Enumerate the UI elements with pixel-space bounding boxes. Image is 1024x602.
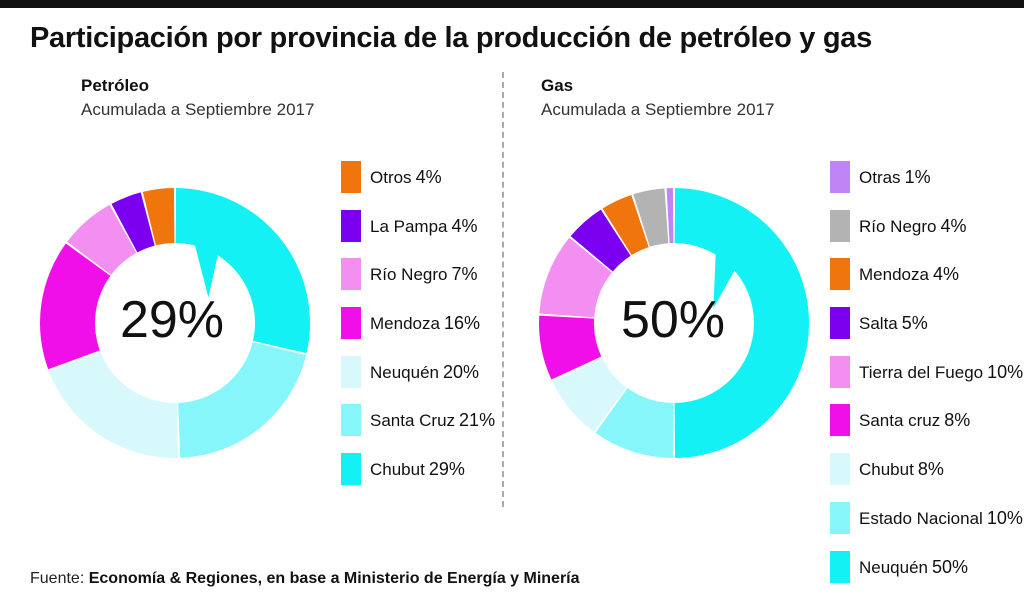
gas-legend-label: Santa cruz 8% xyxy=(859,410,970,431)
gas-slice-estado-nacional xyxy=(595,388,674,458)
gas-legend-label: Salta 5% xyxy=(859,313,928,334)
petroleo-legend-percent: 16% xyxy=(443,313,480,334)
gas-legend-swatch xyxy=(830,453,850,486)
petroleo-legend-swatch xyxy=(341,307,361,340)
petroleo-legend-label: Santa Cruz 21% xyxy=(370,410,495,431)
gas-legend-name: Santa cruz xyxy=(859,411,941,431)
petroleo-legend-label: Neuquén 20% xyxy=(370,362,479,383)
gas-legend-name: Mendoza xyxy=(859,265,929,285)
gas-heading: Gas xyxy=(541,76,574,95)
page-title: Participación por provincia de la produc… xyxy=(30,22,872,54)
source-prefix: Fuente: xyxy=(30,570,85,587)
gas-legend-swatch xyxy=(830,258,850,291)
gas-slice-santa-cruz xyxy=(539,315,602,380)
gas-legend-percent: 4% xyxy=(932,264,959,285)
petroleo-header: Petróleo Acumulada a Septiembre 2017 xyxy=(81,75,314,121)
petroleo-legend-percent: 7% xyxy=(451,264,478,285)
petroleo-slice-otros xyxy=(142,188,175,246)
petroleo-legend-percent: 4% xyxy=(415,167,442,187)
gas-legend-name: Estado Nacional xyxy=(859,508,983,528)
petroleo-slice-santa-cruz xyxy=(178,342,307,458)
petroleo-legend-percent: 20% xyxy=(443,361,480,382)
gas-legend-percent: 10% xyxy=(986,507,1023,528)
petroleo-subtitle: Acumulada a Septiembre 2017 xyxy=(81,100,315,119)
petroleo-legend-swatch xyxy=(341,258,361,291)
gas-legend-label: Otras 1% xyxy=(859,167,931,188)
petroleo-legend-swatch xyxy=(341,453,361,486)
petroleo-legend-name: Santa Cruz xyxy=(370,411,456,431)
panel-divider xyxy=(502,72,504,507)
gas-legend-swatch xyxy=(830,307,850,340)
petroleo-legend-label: Mendoza 16% xyxy=(370,313,480,334)
gas-slice-tierra-del-fuego xyxy=(539,237,612,318)
gas-legend-swatch xyxy=(830,355,850,388)
petroleo-legend-name: Otros xyxy=(370,168,412,187)
gas-slice-salta xyxy=(570,209,631,272)
petroleo-pointer-wedge xyxy=(194,243,219,298)
gas-legend-percent: 1% xyxy=(904,167,931,187)
gas-legend-label: Chubut 8% xyxy=(859,459,944,480)
source-text: Economía & Regiones, en base a Ministeri… xyxy=(88,570,580,587)
petroleo-legend-swatch xyxy=(341,161,361,193)
petroleo-legend-label: Río Negro 7% xyxy=(370,264,478,285)
gas-legend-percent: 50% xyxy=(932,556,969,577)
gas-legend-name: Neuquén xyxy=(859,557,929,577)
gas-slice-rio-negro xyxy=(633,188,669,247)
gas-legend-swatch xyxy=(830,404,850,437)
petroleo-legend-swatch xyxy=(341,404,361,437)
gas-legend-swatch xyxy=(830,209,850,242)
gas-slice-neuquen xyxy=(674,188,810,458)
gas-legend-name: Tierra del Fuego xyxy=(859,362,984,382)
petroleo-legend-name: La Pampa xyxy=(370,216,448,236)
gas-legend-percent: 8% xyxy=(944,410,971,431)
gas-header: Gas Acumulada a Septiembre 2017 xyxy=(541,75,774,121)
gas-legend-label: Estado Nacional 10% xyxy=(859,508,1023,529)
petroleo-legend-percent: 21% xyxy=(459,410,496,431)
petroleo-slice-chubut xyxy=(175,188,310,354)
petroleo-legend-swatch xyxy=(341,355,361,388)
gas-donut-chart xyxy=(539,188,810,458)
gas-legend-name: Río Negro xyxy=(859,216,937,236)
gas-legend-label: Río Negro 4% xyxy=(859,216,967,237)
gas-subtitle: Acumulada a Septiembre 2017 xyxy=(541,100,775,119)
gas-slice-chubut xyxy=(552,357,627,432)
gas-legend-swatch xyxy=(830,501,850,534)
petroleo-legend-name: Río Negro xyxy=(370,265,448,285)
gas-slice-mendoza xyxy=(602,194,649,256)
gas-legend-label: Neuquén 50% xyxy=(859,557,968,578)
petroleo-legend-name: Chubut xyxy=(370,460,425,480)
gas-legend-percent: 10% xyxy=(987,361,1024,382)
petroleo-center-label: 29% xyxy=(119,291,225,349)
gas-legend-name: Otras xyxy=(859,168,901,187)
gas-legend-percent: 5% xyxy=(901,313,928,334)
gas-legend-label: Mendoza 4% xyxy=(859,264,959,285)
gas-pointer-wedge xyxy=(713,252,736,309)
petroleo-slice-neuquen xyxy=(48,351,179,458)
petroleo-legend-percent: 29% xyxy=(428,459,465,480)
gas-legend-percent: 4% xyxy=(940,215,967,236)
petroleo-slice-mendoza xyxy=(40,243,111,370)
gas-legend-name: Salta xyxy=(859,314,898,334)
source-note: Fuente: Economía & Regiones, en base a M… xyxy=(30,570,580,588)
petroleo-heading: Petróleo xyxy=(81,76,150,95)
gas-center-label: 50% xyxy=(620,291,726,349)
petroleo-legend-label: Otros 4% xyxy=(370,167,442,188)
petroleo-legend-label: Chubut 29% xyxy=(370,459,465,480)
petroleo-slice-rio-negro xyxy=(67,204,137,275)
petroleo-slice-la-pampa xyxy=(111,192,155,253)
gas-slice-otras xyxy=(666,188,674,244)
petroleo-legend-name: Mendoza xyxy=(370,314,440,334)
gas-legend-swatch xyxy=(830,161,850,193)
petroleo-legend-percent: 4% xyxy=(451,215,478,236)
petroleo-legend-label: La Pampa 4% xyxy=(370,216,478,237)
gas-legend-swatch xyxy=(830,550,850,583)
petroleo-legend-name: Neuquén xyxy=(370,362,440,382)
gas-legend-label: Tierra del Fuego 10% xyxy=(859,362,1023,383)
gas-legend-name: Chubut xyxy=(859,460,914,480)
gas-legend-percent: 8% xyxy=(917,459,944,480)
petroleo-legend-swatch xyxy=(341,209,361,242)
petroleo-donut-chart xyxy=(40,188,310,458)
top-bar xyxy=(0,0,1024,8)
